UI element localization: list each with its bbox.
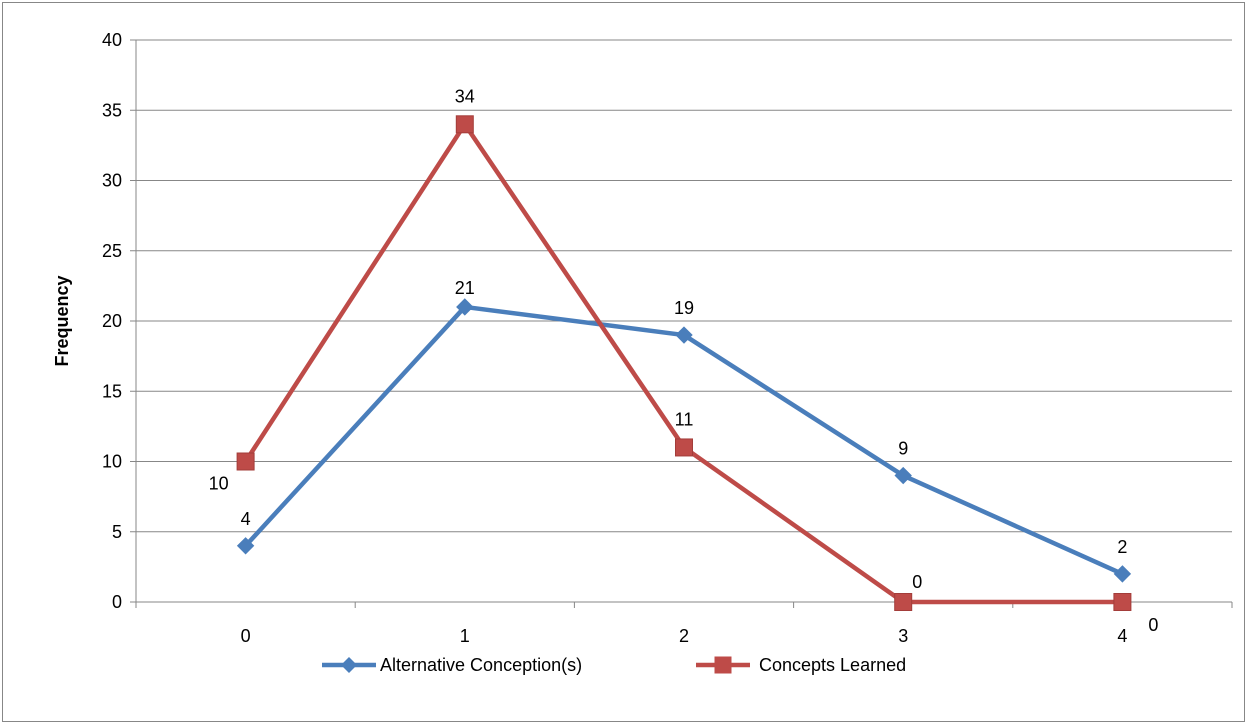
- y-tick-labels: 0 5 10 15 20 25 30 35 40: [102, 30, 122, 612]
- data-label: 19: [674, 298, 694, 318]
- legend-label: Concepts Learned: [759, 655, 906, 675]
- x-tick-label: 0: [241, 626, 251, 646]
- x-tick-label: 4: [1117, 626, 1127, 646]
- series-point-diamond: [236, 537, 255, 555]
- y-tick-label: 35: [102, 100, 122, 120]
- y-tick-label: 40: [102, 30, 122, 50]
- data-label: 0: [1148, 615, 1158, 635]
- data-label: 4: [241, 509, 251, 529]
- y-tick-label: 10: [102, 452, 122, 472]
- data-labels: 4 21 19 9 2 10 34 11 0 0: [209, 86, 1159, 635]
- series-point-square: [1113, 593, 1132, 611]
- y-axis-label: Frequency: [52, 275, 72, 366]
- data-label: 2: [1117, 537, 1127, 557]
- series-point-square: [675, 438, 693, 457]
- x-tick-label: 3: [898, 626, 908, 646]
- gridlines: [130, 39, 1233, 608]
- data-label: 0: [912, 572, 922, 592]
- series-point-diamond: [894, 466, 912, 485]
- series-point-square: [455, 115, 474, 134]
- y-tick-label: 5: [112, 522, 122, 542]
- legend-marker-square: [714, 656, 732, 674]
- x-tick-label: 1: [460, 626, 470, 646]
- legend-label: Alternative Conception(s): [380, 655, 582, 675]
- y-tick-label: 15: [102, 381, 122, 401]
- series-point-square: [236, 452, 255, 471]
- series-point-diamond: [675, 326, 693, 344]
- series-point-square: [894, 593, 913, 611]
- legend: Alternative Conception(s) Concepts Learne…: [322, 655, 906, 675]
- data-label: 10: [209, 474, 229, 494]
- y-tick-label: 0: [112, 592, 122, 612]
- y-tick-label: 25: [102, 241, 122, 261]
- series-group: [236, 115, 1132, 611]
- y-tick-label: 20: [102, 311, 122, 331]
- series-point-diamond: [456, 298, 474, 316]
- x-tick-labels: 0 1 2 3 4: [241, 626, 1128, 646]
- data-label: 34: [455, 86, 475, 106]
- legend-marker-diamond: [341, 657, 357, 673]
- series-line-1: [243, 122, 1123, 605]
- x-tick-label: 2: [679, 626, 689, 646]
- series-point-diamond: [1113, 565, 1132, 583]
- data-label: 9: [898, 439, 908, 459]
- data-label: 11: [675, 409, 694, 429]
- data-label: 21: [455, 278, 475, 298]
- y-tick-label: 30: [102, 171, 122, 191]
